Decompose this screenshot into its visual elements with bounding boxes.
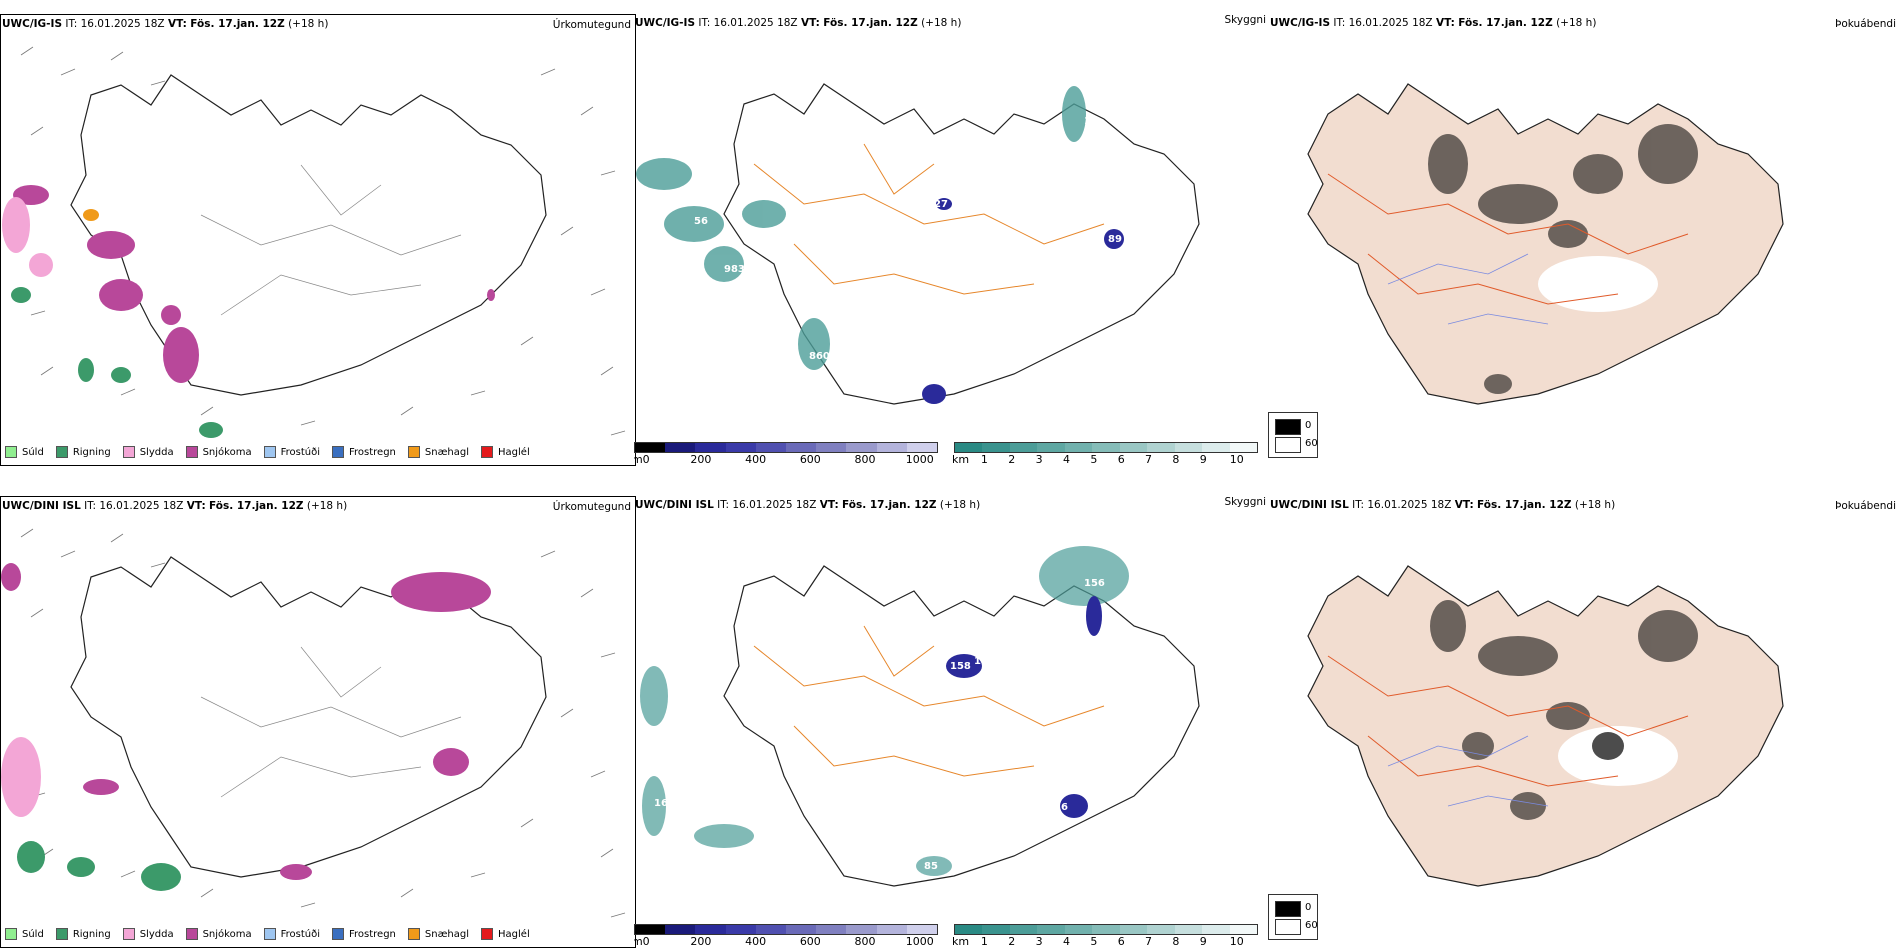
precip-panel-top: UWC/IG-IS IT: 16.01.2025 18Z VT: Fös. 17… xyxy=(0,14,636,466)
svg-text:158: 158 xyxy=(950,661,971,672)
precip-map xyxy=(1,528,626,918)
svg-text:56: 56 xyxy=(694,216,708,227)
visibility-colorbar: km 1 2 3 4 5 6 7 8 9 10 xyxy=(952,442,1258,464)
svg-text:15: 15 xyxy=(1084,116,1098,127)
rain-areas xyxy=(11,287,223,438)
panel-title: Skyggni xyxy=(1224,14,1267,26)
model-name: UWC/IG-IS xyxy=(2,18,63,30)
fog-panel-top: UWC/IG-IS IT: 16.01.2025 18Z VT: Fös. 17… xyxy=(1268,14,1900,464)
svg-text:156: 156 xyxy=(1084,578,1105,589)
visibility-panel-top: UWC/IG-IS IT: 16.01.2025 18Z VT: Fös. 17… xyxy=(634,14,1268,464)
legend-item: Slydda xyxy=(122,446,174,458)
legend-item: Snæhagl xyxy=(407,446,469,458)
svg-text:983: 983 xyxy=(724,264,745,275)
snow-areas xyxy=(13,185,495,383)
cloudbase-colorbar: m 0 200 400 600 800 1000 xyxy=(634,442,938,464)
visibility-panel-bottom: UWC/DINI ISL IT: 16.01.2025 18Z VT: Fös.… xyxy=(634,496,1266,946)
precip-panel-bottom: UWC/DINI ISL IT: 16.01.2025 18Z VT: Fös.… xyxy=(0,496,636,948)
fog-legend: 0 60 xyxy=(1268,412,1318,458)
fog-panel-bottom: UWC/DINI ISL IT: 16.01.2025 18Z VT: Fös.… xyxy=(1268,496,1900,946)
panel-header: UWC/IG-IS IT: 16.01.2025 18Z VT: Fös. 17… xyxy=(1270,17,1597,29)
svg-text:27: 27 xyxy=(934,199,948,210)
it-label: IT: xyxy=(65,18,78,30)
panel-title: Úrkomutegund xyxy=(552,501,631,513)
graupel-area xyxy=(83,209,99,221)
legend-item: Haglél xyxy=(481,446,530,458)
precip-legend: Súld Rigning Slydda Snjókoma Frostúði Fr… xyxy=(5,443,542,461)
low-visibility-areas xyxy=(636,86,1086,370)
wind-barbs xyxy=(20,46,626,436)
visibility-map: 56 983 860 27 19 89 62 62 15 xyxy=(636,83,1200,405)
legend-item: Rigning xyxy=(55,446,111,458)
panel-header: UWC/DINI ISL IT: 16.01.2025 18Z VT: Fös.… xyxy=(2,500,348,512)
legend-item: Frostúði xyxy=(263,446,320,458)
vis-labels: 56 983 860 27 19 89 62 62 15 xyxy=(694,116,1122,387)
sleet-areas xyxy=(2,197,53,277)
svg-text:16: 16 xyxy=(654,798,668,809)
precip-legend: Súld Rigning Slydda Snjókoma Frostúði Fr… xyxy=(5,925,542,943)
fog-map xyxy=(1307,83,1784,405)
legend-item: Súld xyxy=(5,446,44,458)
glacier xyxy=(1538,256,1658,312)
vt-label: VT: xyxy=(167,18,187,30)
fog-dark-areas xyxy=(1428,124,1698,394)
svg-text:173: 173 xyxy=(974,656,995,667)
init-time: 16.01.2025 18Z xyxy=(80,18,165,30)
legend-item: Snjókoma xyxy=(185,446,252,458)
svg-text:62: 62 xyxy=(934,376,948,387)
iceland-outline xyxy=(70,74,547,396)
svg-text:860: 860 xyxy=(809,351,830,362)
svg-text:62: 62 xyxy=(914,368,928,379)
legend-item: Frostregn xyxy=(332,446,396,458)
panel-title: Úrkomutegund xyxy=(552,19,631,31)
panel-header: UWC/IG-IS IT: 16.01.2025 18Z VT: Fös. 17… xyxy=(2,18,328,30)
fog-map xyxy=(1307,565,1784,887)
svg-text:89: 89 xyxy=(1108,234,1122,245)
svg-text:16: 16 xyxy=(1054,802,1068,813)
panel-title: Þokuábendi xyxy=(1835,18,1896,30)
precip-map xyxy=(2,46,626,438)
visibility-map: 158 173 156 16 85 16 xyxy=(640,546,1200,887)
svg-text:19: 19 xyxy=(974,193,988,204)
cloudbase-areas xyxy=(922,198,1124,404)
valid-time: Fös. 17.jan. 12Z xyxy=(190,18,285,30)
svg-text:85: 85 xyxy=(924,861,938,872)
lead-time: (+18 h) xyxy=(288,18,329,30)
panel-header: UWC/IG-IS IT: 16.01.2025 18Z VT: Fös. 17… xyxy=(635,17,962,29)
